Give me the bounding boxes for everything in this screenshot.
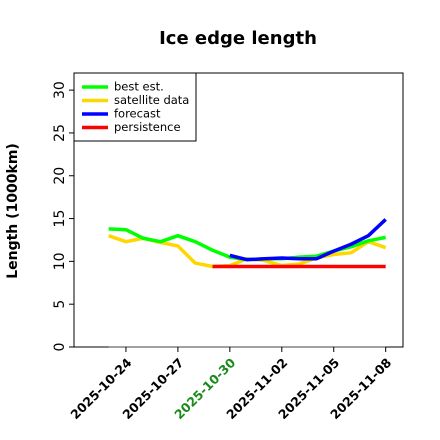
y-tick-label: 20 [52, 167, 68, 185]
y-tick-label: 30 [52, 81, 68, 99]
legend-label: best est. [114, 80, 164, 94]
y-tick-label: 15 [52, 210, 68, 228]
y-tick-label: 5 [52, 300, 68, 309]
y-tick-label: 10 [52, 252, 68, 270]
plot-area [108, 218, 387, 348]
series-line-forecast [229, 218, 387, 262]
legend-box [73, 72, 197, 142]
legend-label: persistence [114, 120, 181, 134]
y-tick-label: 0 [52, 343, 68, 352]
y-tick-label: 25 [52, 124, 68, 142]
legend: best est.satellite dataforecastpersisten… [73, 72, 197, 142]
legend-label: forecast [114, 107, 161, 121]
chart-title: Ice edge length [159, 28, 317, 49]
legend-label: satellite data [114, 93, 189, 107]
y-axis-label: Length (1000km) [5, 143, 21, 279]
